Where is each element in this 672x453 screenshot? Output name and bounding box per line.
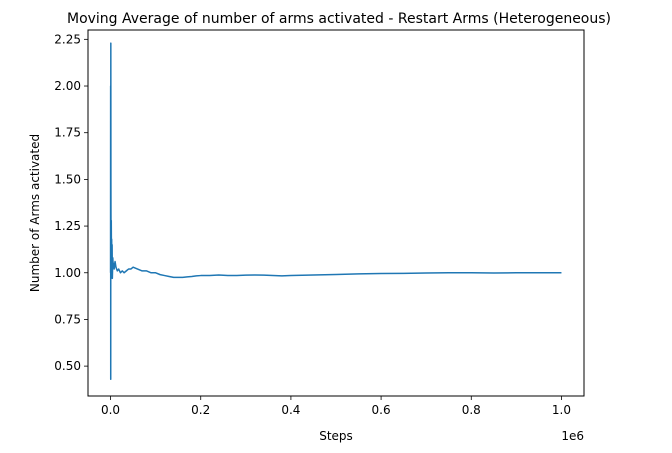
chart-title: Moving Average of number of arms activat… bbox=[67, 11, 611, 27]
x-axis-offset-label: 1e6 bbox=[561, 429, 584, 443]
y-tick-label: 1.75 bbox=[54, 126, 81, 140]
x-tick-label: 1.0 bbox=[552, 403, 571, 417]
y-tick-label: 1.50 bbox=[54, 172, 81, 186]
y-tick-label: 0.75 bbox=[54, 312, 81, 326]
x-axis-ticks: 0.0 0.2 0.4 0.6 0.8 1.0 bbox=[101, 396, 571, 417]
x-tick-label: 0.0 bbox=[101, 403, 120, 417]
y-tick-label: 1.00 bbox=[54, 266, 81, 280]
y-tick-label: 1.25 bbox=[54, 219, 81, 233]
x-axis-label: Steps bbox=[319, 429, 353, 443]
y-axis-ticks: 0.50 0.75 1.00 1.25 1.50 1.75 2.00 2.25 bbox=[54, 32, 88, 373]
series-line-0 bbox=[109, 42, 562, 380]
x-tick-label: 0.2 bbox=[191, 403, 210, 417]
y-axis-label: Number of Arms activated bbox=[28, 134, 42, 292]
plot-area bbox=[109, 42, 562, 380]
x-tick-label: 0.4 bbox=[281, 403, 300, 417]
x-tick-label: 0.8 bbox=[462, 403, 481, 417]
y-tick-label: 0.50 bbox=[54, 359, 81, 373]
axes-frame bbox=[87, 29, 585, 397]
y-tick-label: 2.00 bbox=[54, 79, 81, 93]
y-tick-label: 2.25 bbox=[54, 32, 81, 46]
x-tick-label: 0.6 bbox=[372, 403, 391, 417]
